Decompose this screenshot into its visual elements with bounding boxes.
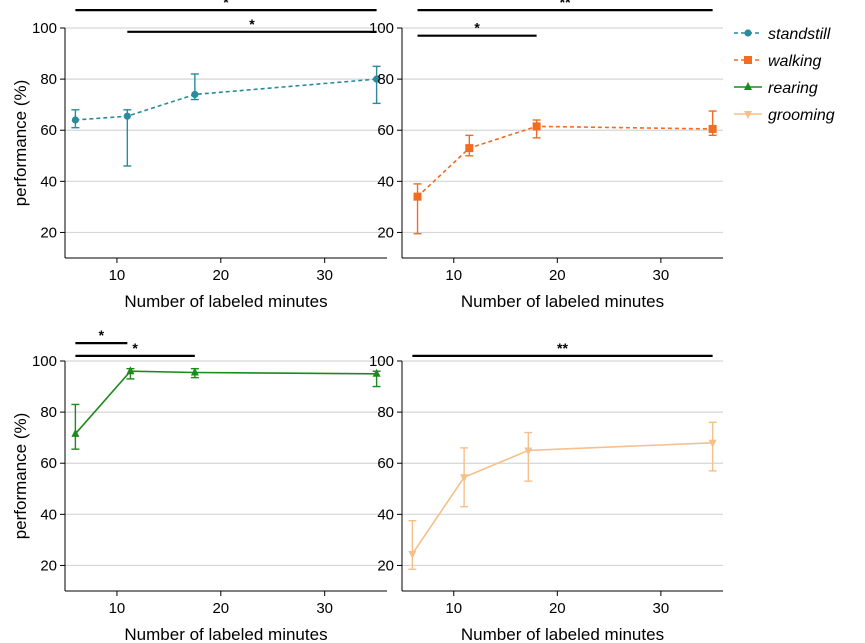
x-tick-label: 30 [316, 267, 333, 284]
data-point-grooming [408, 550, 417, 559]
legend-marker [744, 29, 752, 37]
series-line-walking [416, 125, 713, 198]
data-point-standstill [71, 116, 79, 124]
y-tick-label: 80 [40, 71, 57, 88]
y-tick-label: 60 [40, 122, 57, 139]
x-tick-label: 10 [109, 267, 126, 284]
y-tick-label: 60 [377, 122, 394, 139]
y-tick-label: 20 [377, 557, 394, 574]
legend-marker [744, 82, 752, 90]
data-point-standstill [191, 90, 199, 99]
y-tick-label: 40 [377, 173, 394, 190]
y-tick-label: 80 [377, 71, 394, 88]
series-line-rearing [74, 370, 377, 435]
legend-label-grooming: grooming [768, 107, 835, 124]
legend-marker [744, 56, 752, 64]
series-line-standstill [75, 78, 377, 121]
x-tick-label: 30 [653, 600, 670, 617]
data-point-standstill [123, 112, 131, 120]
panel-grooming: 20 40 60 80 100 10 20 30 Number of labeled minut… [369, 340, 723, 643]
y-tick-label: 100 [32, 20, 57, 37]
x-axis-title: Number of labeled minutes [461, 625, 664, 643]
x-tick-label: 20 [212, 267, 229, 284]
y-tick-label: 20 [40, 557, 57, 574]
x-tick-label: 10 [109, 600, 126, 617]
data-point-rearing [190, 367, 199, 376]
legend-label-walking: walking [768, 53, 821, 70]
y-tick-label: 80 [377, 404, 394, 421]
significance-label: ** [557, 340, 568, 356]
data-point-walking [708, 124, 717, 133]
y-axis-title: performance (%) [11, 80, 30, 207]
y-tick-label: 100 [369, 20, 394, 37]
x-tick-label: 20 [549, 267, 566, 284]
legend: standstill walking rearing grooming [734, 26, 835, 124]
significance-label: * [223, 0, 229, 10]
legend-item-rearing: rearing [734, 80, 818, 97]
legend-label-standstill: standstill [768, 26, 831, 43]
legend-item-grooming: grooming [734, 107, 835, 124]
y-tick-label: 80 [40, 404, 57, 421]
data-point-rearing [372, 368, 381, 377]
y-tick-label: 20 [377, 224, 394, 241]
legend-item-walking: walking [734, 53, 821, 70]
x-axis-title: Number of labeled minutes [124, 292, 327, 311]
y-tick-label: 20 [40, 224, 57, 241]
data-point-grooming [460, 474, 469, 483]
legend-marker [744, 111, 752, 119]
data-point-walking [465, 144, 474, 153]
legend-label-rearing: rearing [768, 80, 818, 97]
panel-walking: 20 40 60 80 100 10 20 30 Number of labeled minut… [369, 0, 723, 311]
x-tick-label: 10 [445, 267, 462, 284]
x-tick-label: 10 [445, 600, 462, 617]
y-tick-label: 100 [32, 353, 57, 370]
x-tick-label: 20 [549, 600, 566, 617]
y-axis-title: performance (%) [11, 413, 30, 540]
x-axis-title: Number of labeled minutes [461, 292, 664, 311]
y-tick-label: 60 [40, 455, 57, 472]
significance-label: * [132, 340, 138, 356]
data-point-rearing [71, 428, 80, 437]
y-tick-label: 40 [377, 506, 394, 523]
y-tick-label: 40 [40, 506, 57, 523]
y-tick-label: 40 [40, 173, 57, 190]
panel-standstill: 20 40 60 80 100 10 20 30 Number of labeled minut… [11, 0, 387, 311]
significance-label: * [249, 16, 255, 32]
legend-item-standstill: standstill [734, 26, 831, 43]
x-axis-title: Number of labeled minutes [124, 625, 327, 643]
x-tick-label: 20 [212, 600, 229, 617]
data-point-grooming [708, 439, 717, 448]
data-point-grooming [524, 447, 533, 456]
significance-label: * [474, 20, 480, 36]
y-tick-label: 100 [369, 353, 394, 370]
data-point-walking [532, 122, 541, 131]
data-point-standstill [373, 75, 381, 83]
x-tick-label: 30 [653, 267, 670, 284]
x-tick-label: 30 [316, 600, 333, 617]
significance-label: ** [560, 0, 571, 10]
data-point-rearing [126, 366, 135, 375]
y-tick-label: 60 [377, 455, 394, 472]
significance-label: * [99, 327, 105, 343]
panel-rearing: 20 40 60 80 100 10 20 30 Number of labeled minut… [11, 327, 387, 643]
series-line-grooming [411, 441, 713, 555]
data-point-walking [413, 192, 422, 201]
